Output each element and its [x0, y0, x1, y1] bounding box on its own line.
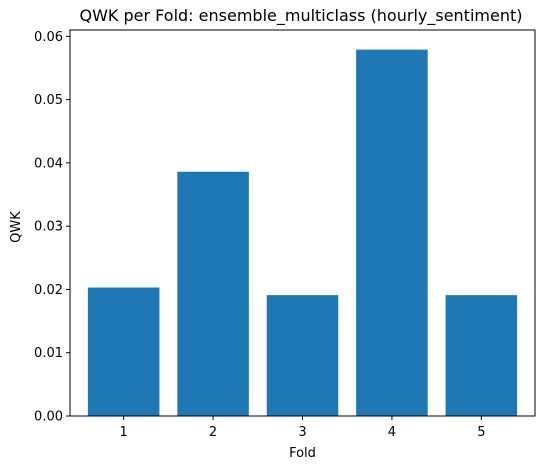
x-tick-label: 1: [120, 425, 128, 440]
y-tick-label: 0.05: [34, 93, 63, 108]
y-tick-label: 0.01: [34, 346, 63, 361]
bar-fold-4: [356, 50, 428, 416]
bars-layer: [88, 50, 517, 416]
y-tick-label: 0.02: [34, 283, 63, 298]
y-tick-label: 0.04: [34, 156, 63, 171]
x-tick-label: 4: [388, 425, 396, 440]
y-tick-label: 0.03: [34, 220, 63, 235]
chart-title: QWK per Fold: ensemble_multiclass (hourl…: [80, 6, 523, 26]
bar-fold-1: [88, 288, 160, 416]
bar-fold-5: [446, 295, 518, 416]
bar-fold-2: [177, 172, 249, 416]
bar-fold-3: [267, 295, 339, 416]
x-axis-label: Fold: [289, 446, 316, 461]
y-tick-label: 0.06: [34, 30, 63, 45]
y-tick-label: 0.00: [34, 410, 63, 425]
x-tick-label: 3: [298, 425, 306, 440]
x-tick-label: 5: [477, 425, 485, 440]
x-tick-label: 2: [209, 425, 217, 440]
y-axis-label: QWK: [9, 211, 24, 243]
